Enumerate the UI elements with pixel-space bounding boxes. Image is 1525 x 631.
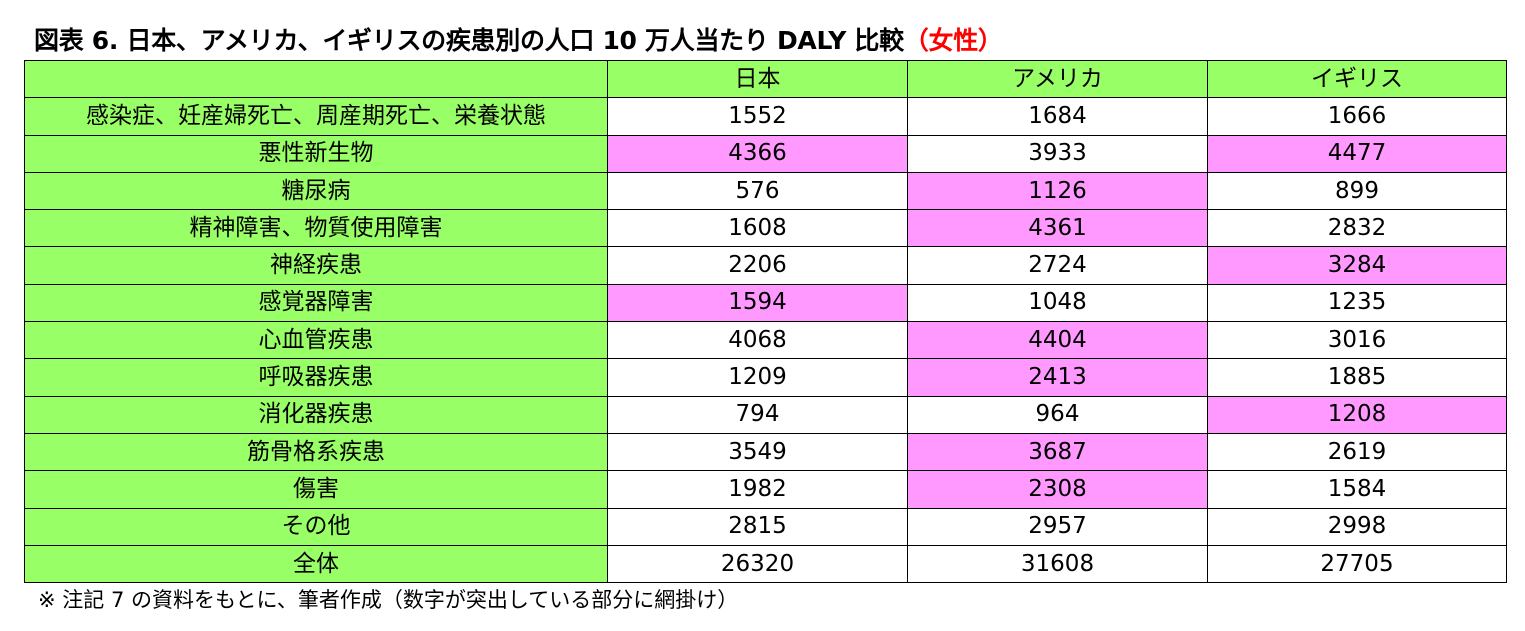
column-header-usa: アメリカ (907, 59, 1208, 99)
value-cell-uk: 1584 (1207, 470, 1507, 509)
value-cell-japan: 2815 (607, 507, 908, 546)
value-cell-japan: 1594 (607, 283, 908, 323)
table-row: 精神障害、物質使用障害 1608 4361 2832 (24, 209, 1507, 248)
value-cell-usa: 964 (907, 395, 1208, 434)
value-cell-uk: 4477 (1207, 134, 1507, 173)
row-label-cell: 筋骨格系疾患 (24, 432, 608, 472)
value-cell-japan: 1982 (607, 470, 908, 509)
value-cell-japan: 794 (607, 395, 908, 434)
value-cell-japan: 4366 (607, 134, 908, 173)
table-row: その他 2815 2957 2998 (24, 507, 1507, 546)
value-cell-japan: 2206 (607, 246, 908, 285)
table-row: 糖尿病 576 1126 899 (24, 171, 1507, 211)
row-label-cell: 神経疾患 (24, 246, 608, 285)
value-cell-usa: 2724 (907, 246, 1208, 285)
value-cell-uk: 2619 (1207, 432, 1507, 472)
daly-comparison-table: 日本 アメリカ イギリス 感染症、妊産婦死亡、周産期死亡、栄養状態 1552 168… (24, 59, 1507, 584)
table-row: 悪性新生物 4366 3933 4477 (24, 134, 1507, 173)
value-cell-japan: 1209 (607, 358, 908, 397)
row-label-cell: 呼吸器疾患 (24, 358, 608, 397)
row-label-cell: 心血管疾患 (24, 321, 608, 360)
value-cell-uk: 2998 (1207, 507, 1507, 546)
table-row: 感覚器障害 1594 1048 1235 (24, 283, 1507, 323)
row-label-cell: 全体 (24, 544, 608, 584)
table-body: 日本 アメリカ イギリス 感染症、妊産婦死亡、周産期死亡、栄養状態 1552 168… (24, 59, 1507, 584)
value-cell-japan: 3549 (607, 432, 908, 472)
value-cell-uk: 1208 (1207, 395, 1507, 434)
figure-title-accent: （女性） (903, 26, 1003, 55)
value-cell-japan: 1608 (607, 209, 908, 248)
value-cell-usa: 1684 (907, 97, 1208, 136)
row-label-cell: 悪性新生物 (24, 134, 608, 173)
value-cell-uk: 3016 (1207, 321, 1507, 360)
value-cell-uk: 27705 (1207, 544, 1507, 584)
table-row: 全体 26320 31608 27705 (24, 544, 1507, 584)
value-cell-uk: 3284 (1207, 246, 1507, 285)
value-cell-japan: 576 (607, 171, 908, 211)
row-label-cell: 消化器疾患 (24, 395, 608, 434)
value-cell-usa: 2308 (907, 470, 1208, 509)
value-cell-usa: 31608 (907, 544, 1208, 584)
row-label-cell: 感染症、妊産婦死亡、周産期死亡、栄養状態 (24, 97, 608, 136)
value-cell-uk: 1885 (1207, 358, 1507, 397)
value-cell-uk: 1666 (1207, 97, 1507, 136)
header-row: 日本 アメリカ イギリス (24, 59, 1507, 99)
value-cell-usa: 1048 (907, 283, 1208, 323)
table-row: 感染症、妊産婦死亡、周産期死亡、栄養状態 1552 1684 1666 (24, 97, 1507, 136)
figure-title-main: 図表 6. 日本、アメリカ、イギリスの疾患別の人口 10 万人当たり DALY … (34, 26, 904, 55)
value-cell-usa: 2413 (907, 358, 1208, 397)
row-label-cell: 傷害 (24, 470, 608, 509)
value-cell-usa: 3687 (907, 432, 1208, 472)
value-cell-japan: 26320 (607, 544, 908, 584)
figure-title: 図表 6. 日本、アメリカ、イギリスの疾患別の人口 10 万人当たり DALY … (34, 22, 1003, 60)
table-row: 消化器疾患 794 964 1208 (24, 395, 1507, 434)
row-label-cell: その他 (24, 507, 608, 546)
row-label-cell: 感覚器障害 (24, 283, 608, 323)
value-cell-uk: 1235 (1207, 283, 1507, 323)
table-row: 傷害 1982 2308 1584 (24, 470, 1507, 509)
row-label-cell: 糖尿病 (24, 171, 608, 211)
source-note: ※ 注記 7 の資料をもとに、筆者作成（数字が突出している部分に網掛け） (38, 588, 739, 612)
column-header-uk: イギリス (1207, 59, 1507, 99)
value-cell-uk: 899 (1207, 171, 1507, 211)
value-cell-usa: 1126 (907, 171, 1208, 211)
value-cell-uk: 2832 (1207, 209, 1507, 248)
value-cell-japan: 4068 (607, 321, 908, 360)
table-row: 筋骨格系疾患 3549 3687 2619 (24, 432, 1507, 472)
value-cell-usa: 4404 (907, 321, 1208, 360)
value-cell-usa: 4361 (907, 209, 1208, 248)
value-cell-usa: 2957 (907, 507, 1208, 546)
row-label-cell: 精神障害、物質使用障害 (24, 209, 608, 248)
header-corner-cell (24, 59, 608, 99)
table-row: 呼吸器疾患 1209 2413 1885 (24, 358, 1507, 397)
column-header-japan: 日本 (607, 59, 908, 99)
value-cell-japan: 1552 (607, 97, 908, 136)
table-row: 心血管疾患 4068 4404 3016 (24, 321, 1507, 360)
value-cell-usa: 3933 (907, 134, 1208, 173)
table-row: 神経疾患 2206 2724 3284 (24, 246, 1507, 285)
